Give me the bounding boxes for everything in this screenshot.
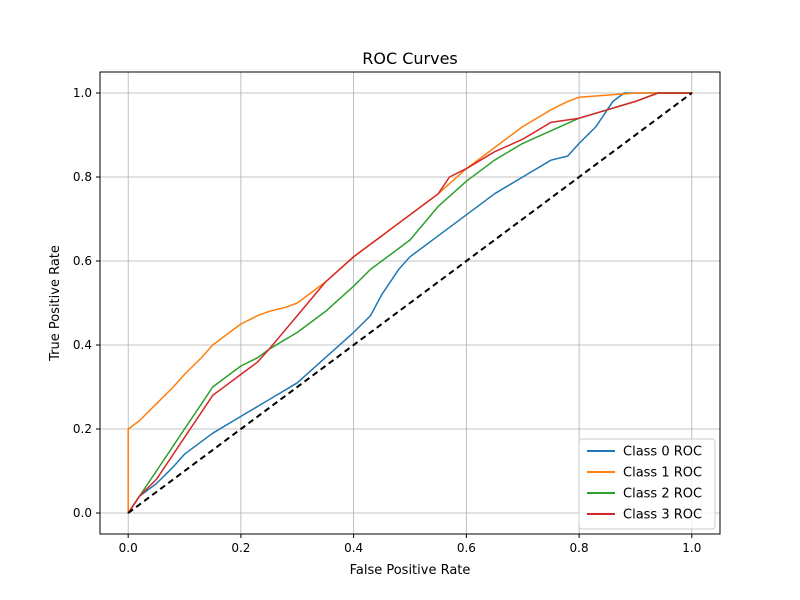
y-tick-label: 0.0 bbox=[73, 506, 92, 520]
plot-frame bbox=[99, 71, 721, 535]
legend-label: Class 1 ROC bbox=[623, 466, 702, 481]
axis-ticks: 0.0 0.2 0.4 0.6 0.8 1.0 0.0 0.2 0.4 0.6 0.8 1.0 bbox=[73, 86, 701, 555]
y-tick-label: 0.4 bbox=[73, 338, 92, 352]
x-tick-label: 0.4 bbox=[344, 541, 363, 555]
x-tick-label: 1.0 bbox=[682, 541, 701, 555]
y-tick-label: 1.0 bbox=[73, 86, 92, 100]
chart-title: ROC Curves bbox=[362, 49, 458, 68]
y-tick-label: 0.2 bbox=[73, 422, 92, 436]
legend: Class 0 ROC Class 1 ROC Class 2 ROC Class 3… bbox=[578, 438, 716, 530]
x-tick-label: 0.6 bbox=[457, 541, 476, 555]
legend-box bbox=[578, 438, 716, 530]
y-axis-label: True Positive Rate bbox=[48, 245, 63, 362]
x-axis-label: False Positive Rate bbox=[350, 563, 471, 578]
legend-label: Class 0 ROC bbox=[623, 445, 702, 460]
x-tick-label: 0.0 bbox=[119, 541, 138, 555]
series-group bbox=[127, 92, 693, 514]
x-tick-label: 0.2 bbox=[231, 541, 250, 555]
legend-label: Class 2 ROC bbox=[623, 487, 702, 502]
series-line-class-0 bbox=[127, 92, 693, 514]
legend-label: Class 3 ROC bbox=[623, 508, 702, 523]
y-tick-label: 0.6 bbox=[73, 254, 92, 268]
series-line-class-3 bbox=[127, 92, 693, 514]
series-line-class-2 bbox=[127, 92, 693, 514]
random-reference-line bbox=[127, 92, 693, 514]
y-tick-label: 0.8 bbox=[73, 170, 92, 184]
x-tick-label: 0.8 bbox=[570, 541, 589, 555]
